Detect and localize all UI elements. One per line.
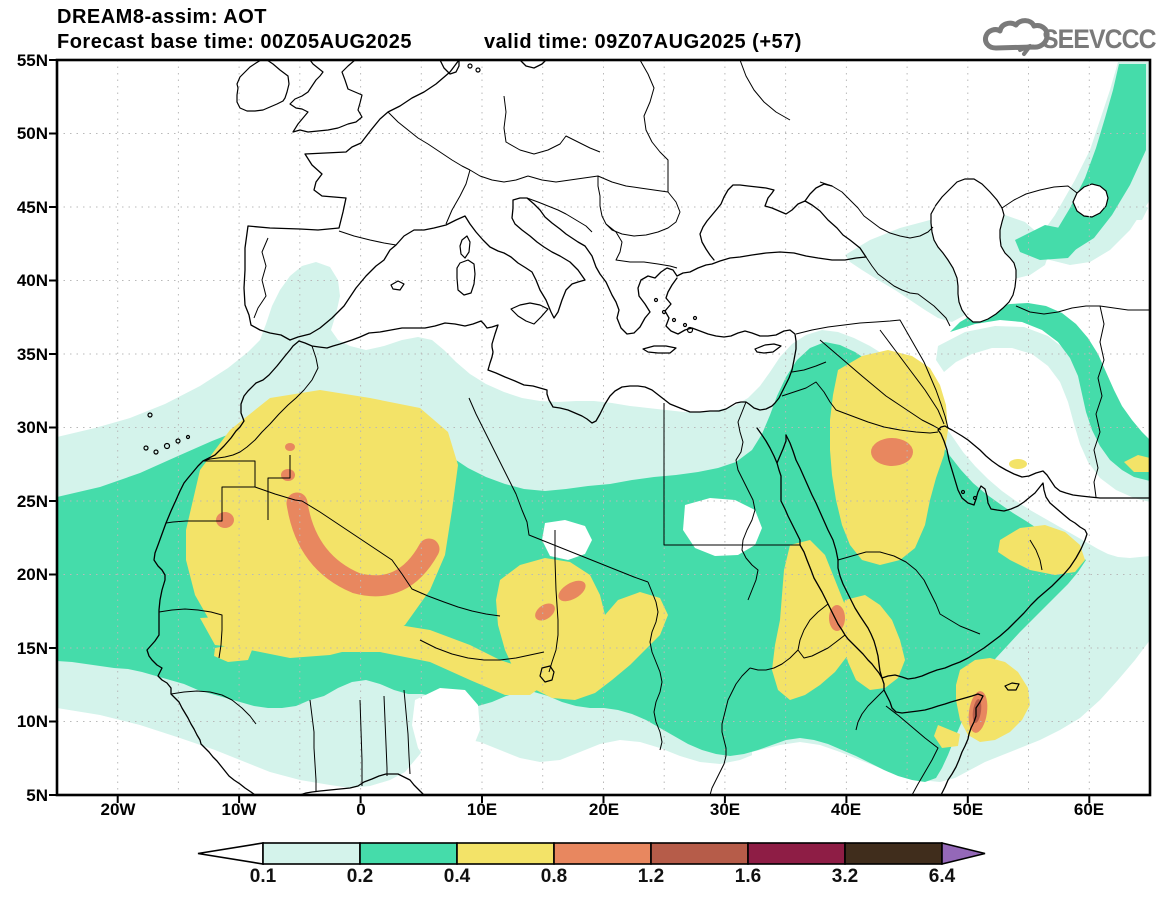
aot-08-spot-iraq bbox=[871, 438, 913, 466]
sea-layer bbox=[930, 178, 1109, 323]
aot-08-spot-sudan bbox=[829, 605, 845, 631]
lon-label-20e: 20E bbox=[588, 800, 620, 819]
lat-label-40n: 40N bbox=[16, 271, 48, 290]
aot-04-hormuz-spot bbox=[1009, 459, 1027, 469]
title-line2-base-time: Forecast base time: 00Z05AUG2025 bbox=[57, 31, 413, 53]
aot-04-senegal bbox=[214, 644, 252, 662]
lat-label-35n: 35N bbox=[16, 345, 48, 364]
aot-08-crescent bbox=[286, 492, 440, 597]
colorbar-label-01: 0.1 bbox=[249, 866, 277, 887]
sicily bbox=[510, 302, 549, 325]
colorbar-cell-3 bbox=[553, 842, 652, 865]
lat-label-30n: 30N bbox=[16, 418, 48, 437]
aot-04-iran-coast bbox=[1124, 455, 1150, 472]
colorbar-label-12: 1.2 bbox=[637, 866, 665, 887]
lon-label-20w: 20W bbox=[100, 800, 136, 819]
lon-label-0: 0 bbox=[356, 800, 366, 819]
ireland bbox=[236, 59, 290, 112]
colorbar-cell-0 bbox=[262, 842, 361, 865]
aot-08-spot-chad2 bbox=[558, 580, 586, 602]
corsica bbox=[459, 235, 471, 259]
aot-08-spot-chad1 bbox=[535, 603, 555, 621]
lon-label-40e: 40E bbox=[830, 800, 862, 819]
lon-label-50e: 50E bbox=[952, 800, 984, 819]
lat-label-55n: 55N bbox=[16, 51, 48, 70]
lat-label-25n: 25N bbox=[16, 492, 48, 511]
aot-04-somalia-s bbox=[934, 725, 960, 748]
colorbar-cell-2 bbox=[456, 842, 555, 865]
colorbar-arrow-right bbox=[941, 841, 986, 866]
aot-02-iran bbox=[950, 303, 1150, 481]
lake-chad bbox=[539, 665, 555, 683]
seevccc-logo-text: SEEVCCC bbox=[1042, 24, 1157, 54]
white-pocket-ethiopia bbox=[752, 745, 820, 788]
colorbar-label-04: 0.4 bbox=[443, 866, 471, 887]
nile-river bbox=[735, 401, 759, 601]
aot-fill-layer bbox=[57, 62, 1150, 788]
sardinia bbox=[456, 259, 476, 296]
aot-08-spot-algeria bbox=[285, 443, 295, 451]
colorbar-label-16: 1.6 bbox=[734, 866, 762, 887]
lon-label-30e: 30E bbox=[709, 800, 741, 819]
lat-label-15n: 15N bbox=[16, 639, 48, 658]
colorbar bbox=[197, 841, 986, 866]
aot-04-sahel bbox=[200, 615, 548, 695]
crete bbox=[642, 345, 677, 354]
title-line1: DREAM8-assim: AOT bbox=[57, 6, 268, 28]
lat-label-10n: 10N bbox=[16, 712, 48, 731]
tigris-river bbox=[879, 329, 945, 425]
lat-label-45n: 45N bbox=[16, 198, 48, 217]
colorbar-label-32: 3.2 bbox=[831, 866, 859, 887]
white-pocket-nigeria bbox=[412, 688, 480, 768]
aot-04-yemen bbox=[840, 595, 905, 690]
aot-04-redsea bbox=[772, 540, 852, 700]
aral-sea bbox=[1072, 183, 1109, 218]
lon-label-60e: 60E bbox=[1073, 800, 1105, 819]
great-britain bbox=[289, 59, 363, 133]
aot-02-caspian-spot bbox=[1015, 225, 1080, 260]
title-line2-valid-time: valid time: 09Z07AUG2025 (+57) bbox=[484, 31, 802, 53]
lat-label-20n: 20N bbox=[16, 565, 48, 584]
aot-12-core-somalia bbox=[972, 699, 982, 723]
map-frame bbox=[49, 58, 1152, 803]
lat-label-5n: 5N bbox=[26, 786, 48, 805]
aot-08-spot-wsahara bbox=[281, 469, 295, 481]
colorbar-label-02: 0.2 bbox=[346, 866, 374, 887]
seevccc-logo-icon bbox=[983, 18, 1050, 56]
mallorca bbox=[390, 280, 405, 291]
cloud-icon bbox=[983, 18, 1050, 51]
aot-01-iran bbox=[936, 326, 1150, 502]
aot-04-chad bbox=[496, 558, 668, 700]
colorbar-label-08: 0.8 bbox=[540, 866, 568, 887]
aot-04-uae-oman bbox=[998, 525, 1085, 575]
white-pocket-chad bbox=[542, 520, 592, 560]
lat-label-50n: 50N bbox=[16, 124, 48, 143]
colorbar-label-64: 6.4 bbox=[928, 866, 956, 887]
colorbar-cell-6 bbox=[844, 842, 943, 865]
border-layer bbox=[158, 59, 1150, 796]
cloud-arrow-icon bbox=[1018, 44, 1032, 56]
colorbar-cell-5 bbox=[747, 842, 846, 865]
caspian-sea bbox=[930, 178, 1017, 323]
cyprus bbox=[754, 343, 782, 354]
socotra bbox=[1004, 682, 1020, 691]
island-layer bbox=[143, 59, 1020, 691]
lon-label-10w: 10W bbox=[221, 800, 257, 819]
colorbar-arrow-left bbox=[197, 842, 264, 865]
aot-01-aral-spot bbox=[1118, 200, 1148, 220]
graticule bbox=[57, 60, 1150, 795]
colorbar-cell-1 bbox=[359, 842, 458, 865]
white-pocket-nsudan bbox=[683, 498, 762, 556]
lon-label-10e: 10E bbox=[466, 800, 498, 819]
colorbar-cell-4 bbox=[650, 842, 749, 865]
aot-08-spot-mauritania bbox=[216, 512, 234, 528]
